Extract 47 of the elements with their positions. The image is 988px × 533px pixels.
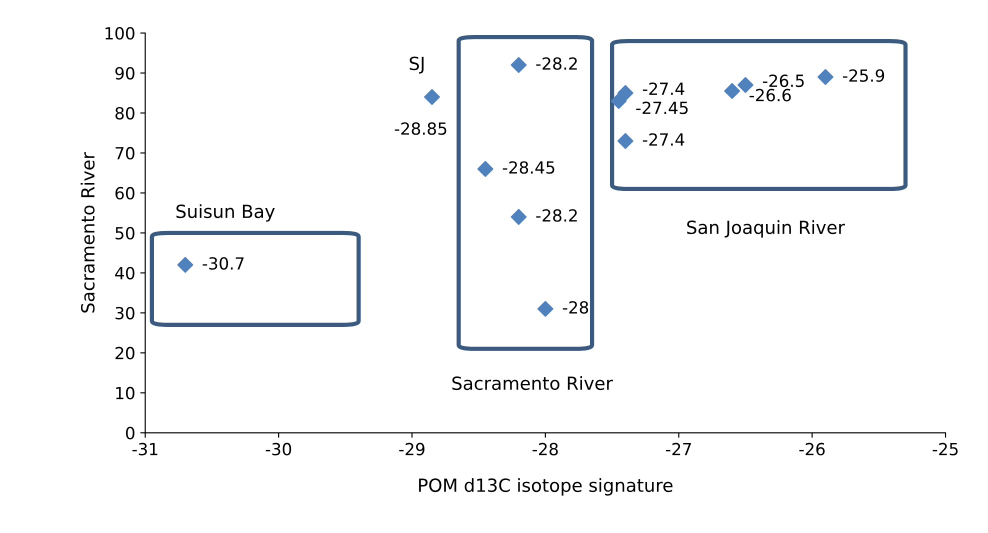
- annotation: -27.4: [642, 133, 684, 146]
- x-tick-label: -27: [666, 442, 691, 456]
- x-tick-label: -30: [266, 442, 292, 456]
- point: [724, 83, 740, 99]
- point: [477, 160, 494, 177]
- x-tick-label: -25: [932, 442, 958, 456]
- annotation: -27.45: [636, 102, 688, 114]
- point: [617, 85, 634, 101]
- y-tick-label: 40: [115, 266, 134, 280]
- x-axis-title: POM d13C isotope signature: [419, 478, 672, 496]
- y-tick-label: 20: [116, 346, 134, 360]
- annotation: -26.6: [750, 88, 791, 102]
- y-tick-label: 70: [116, 146, 134, 160]
- y-tick-label: 100: [106, 27, 134, 40]
- y-tick-label: 30: [116, 306, 134, 320]
- annotation: -28.85: [394, 122, 446, 135]
- annotation: Suisun Bay: [176, 204, 275, 222]
- annotation: -28.2: [536, 209, 577, 222]
- annotation: SJ: [410, 56, 424, 74]
- annotation: San Joaquin River: [687, 220, 845, 238]
- annotation: -26.5: [762, 74, 804, 88]
- point: [510, 57, 527, 74]
- annotation: -28.45: [502, 161, 554, 174]
- point: [510, 208, 527, 225]
- point: [537, 300, 554, 317]
- annotation: -28: [562, 301, 588, 314]
- annotation: -28.2: [536, 57, 577, 70]
- x-tick-label: -28: [532, 442, 558, 456]
- x-tick-label: -29: [399, 442, 424, 456]
- y-tick-label: 80: [115, 106, 134, 120]
- y-axis-title: Sacramento River: [80, 152, 95, 313]
- point: [617, 133, 634, 149]
- y-tick-label: 90: [115, 66, 134, 80]
- x-tick-label: -31: [132, 442, 158, 456]
- y-tick-label: 10: [116, 386, 134, 400]
- point: [177, 256, 194, 273]
- point: [424, 89, 440, 105]
- annotation: -25.9: [842, 69, 884, 82]
- point: [610, 93, 627, 109]
- y-tick-label: 60: [115, 186, 134, 200]
- annotation: -27.4: [642, 82, 684, 95]
- point: [817, 69, 834, 85]
- annotation: -30.7: [202, 257, 244, 270]
- y-tick-label: 0: [126, 426, 134, 440]
- y-tick-label: 50: [116, 226, 134, 240]
- x-tick-label: -26: [799, 442, 825, 456]
- annotation: Sacramento River: [452, 376, 613, 390]
